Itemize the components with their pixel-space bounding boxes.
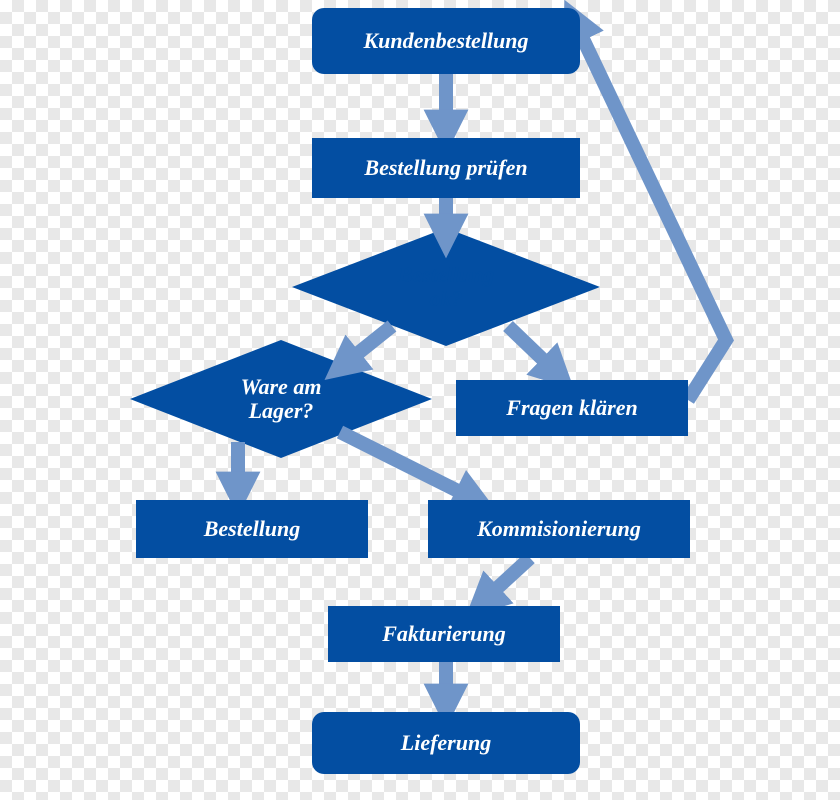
node-label: Fakturierung: [382, 621, 506, 646]
process-node: Kommisionierung: [428, 500, 690, 558]
decision-diamond: [292, 228, 600, 346]
decision-diamond: [130, 340, 432, 458]
node-label: Bestellung: [204, 516, 301, 541]
process-node: Bestellung prüfen: [312, 138, 580, 198]
node-label: Kundenbestellung: [363, 28, 528, 53]
process-node: Fakturierung: [328, 606, 560, 662]
process-node: Bestellung: [136, 500, 368, 558]
node-label: Fragen klären: [506, 395, 637, 420]
flow-arrow: [342, 326, 392, 366]
process-node: Kundenbestellung: [312, 8, 580, 74]
node-label: Lieferung: [401, 730, 491, 755]
process-node: Fragen klären: [456, 380, 688, 436]
flowchart-canvas: [0, 0, 840, 800]
flow-arrow: [340, 432, 476, 500]
node-label: Bestellung prüfen: [364, 155, 527, 180]
node-label: Kommisionierung: [477, 516, 641, 541]
flow-arrow: [574, 20, 726, 400]
flow-arrow: [508, 326, 558, 374]
flow-arrow: [482, 558, 530, 602]
process-node: Lieferung: [312, 712, 580, 774]
